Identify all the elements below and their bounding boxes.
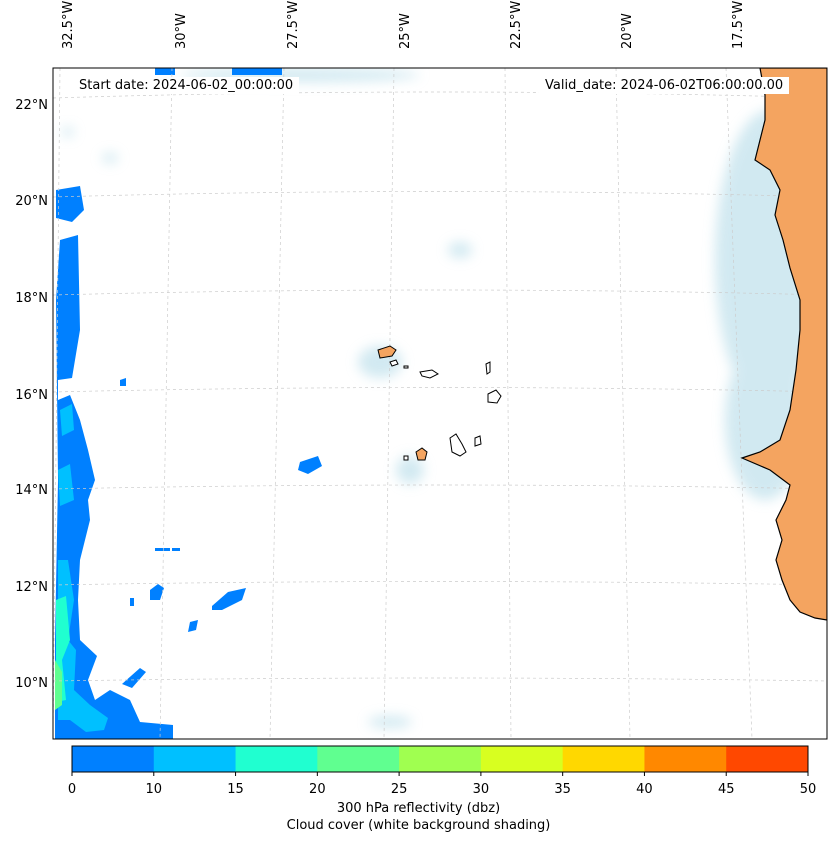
colorbar-tick-label: 50 [799, 782, 817, 797]
lat-label-20n: 20°N [15, 194, 48, 209]
colorbar-segment [480, 746, 564, 772]
island-sal [485, 361, 491, 375]
colorbar-tick-label: 20 [309, 782, 326, 797]
colorbar-tick-label: 25 [390, 782, 408, 797]
island-santa-luzia [403, 365, 409, 369]
colorbar-tick-label: 30 [472, 782, 490, 797]
colorbar-tick-label: 10 [145, 782, 163, 797]
start-date-text: Start date: 2024-06-02_00:00:00 [73, 77, 300, 94]
island-brava [403, 455, 409, 461]
lat-label-22n: 22°N [15, 98, 48, 113]
island-fogo [415, 447, 428, 461]
island-maio [474, 435, 482, 447]
lat-label-12n: 12°N [15, 580, 48, 595]
island-sao-nicolau [419, 369, 439, 379]
colorbar-segment [562, 746, 645, 772]
island-santiago [449, 433, 467, 457]
colorbar-tick-label: 15 [227, 782, 244, 797]
graticule [53, 68, 827, 739]
lat-label-14n: 14°N [15, 483, 48, 498]
colorbar-tick-label: 40 [636, 782, 653, 797]
colorbar-segment [726, 746, 809, 772]
africa-coast-land [740, 68, 827, 621]
colorbar-tick-label: 45 [717, 782, 735, 797]
colorbar [71, 745, 809, 776]
lat-label-10n: 10°N [15, 676, 48, 691]
reflectivity-cells [55, 68, 322, 739]
colorbar-segment [235, 746, 318, 772]
colorbar-label-cloud-cover: Cloud cover (white background shading) [286, 818, 551, 833]
valid-date-text: Valid_date: 2024-06-02T06:00:00.00 [539, 77, 790, 94]
colorbar-tick-label: 35 [554, 782, 571, 797]
island-boa-vista [487, 389, 502, 404]
colorbar-segment [72, 746, 155, 772]
colorbar-segment [399, 746, 482, 772]
cape-verde-islands [377, 345, 502, 461]
lat-label-16n: 16°N [15, 388, 48, 403]
colorbar-segment [153, 746, 237, 772]
colorbar-segment [317, 746, 400, 772]
colorbar-label-reflectivity: 300 hPa reflectivity (dbz) [336, 801, 501, 816]
colorbar-tick-label: 0 [67, 782, 77, 797]
island-sao-vicente [389, 359, 399, 367]
colorbar-segment [644, 746, 727, 772]
island-santo-antao [377, 345, 397, 359]
map-frame [52, 67, 828, 740]
colorbar-frame [71, 745, 809, 773]
lat-label-18n: 18°N [15, 291, 48, 306]
